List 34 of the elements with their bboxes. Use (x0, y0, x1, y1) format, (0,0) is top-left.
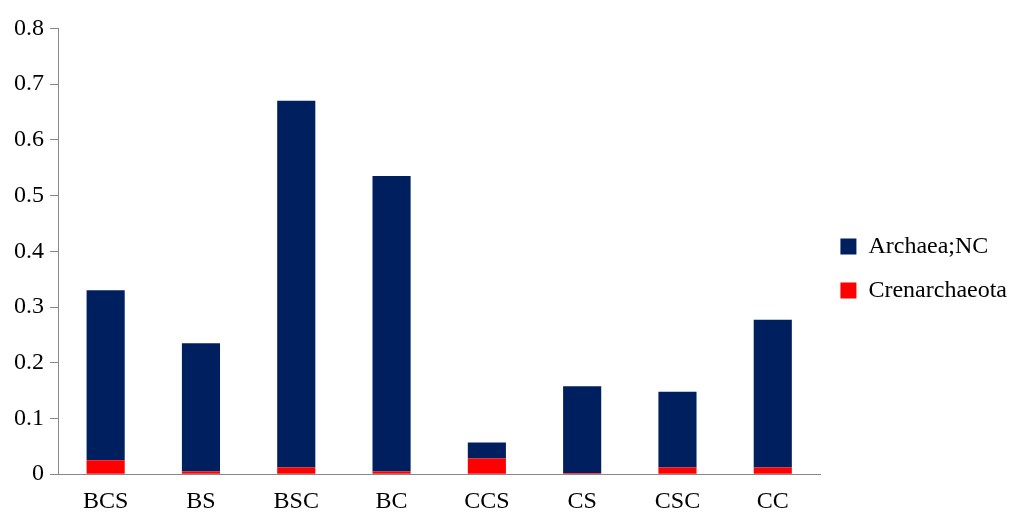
y-tick-label: 0.3 (14, 292, 44, 319)
bar (753, 319, 792, 468)
y-tick-label: 0.8 (14, 13, 44, 40)
bar (86, 460, 125, 474)
bar (181, 471, 221, 474)
bar (658, 391, 697, 468)
bar (277, 100, 316, 468)
bar (563, 386, 602, 474)
y-tick-label: 0 (32, 459, 44, 486)
bar (372, 471, 411, 474)
bar (753, 467, 792, 474)
y-tick-label: 0.2 (14, 348, 44, 375)
y-tick-label: 0.4 (14, 236, 44, 263)
x-tick-label: CSC (654, 486, 701, 513)
bar (467, 442, 506, 459)
x-tick-label: CS (567, 486, 597, 513)
x-tick-label: BSC (273, 486, 319, 513)
x-tick-label: CCS (464, 486, 510, 513)
y-tick-label: 0.5 (14, 180, 44, 207)
x-tick-label: CC (756, 486, 789, 513)
bar (86, 290, 125, 461)
legend-label: Crenarchaeota (868, 275, 1008, 302)
bar (467, 458, 506, 474)
x-tick-label: BC (375, 486, 408, 513)
y-tick-label: 0.6 (14, 125, 44, 152)
x-tick-label: BCS (82, 486, 129, 513)
y-tick-label: 0.1 (14, 403, 44, 430)
bar (372, 176, 411, 472)
y-tick-label: 0.7 (14, 69, 44, 96)
bar (658, 467, 697, 474)
bar (181, 343, 221, 472)
x-tick-label: BS (186, 486, 216, 513)
legend-label: Archaea;NC (868, 231, 989, 258)
bar (277, 467, 316, 474)
